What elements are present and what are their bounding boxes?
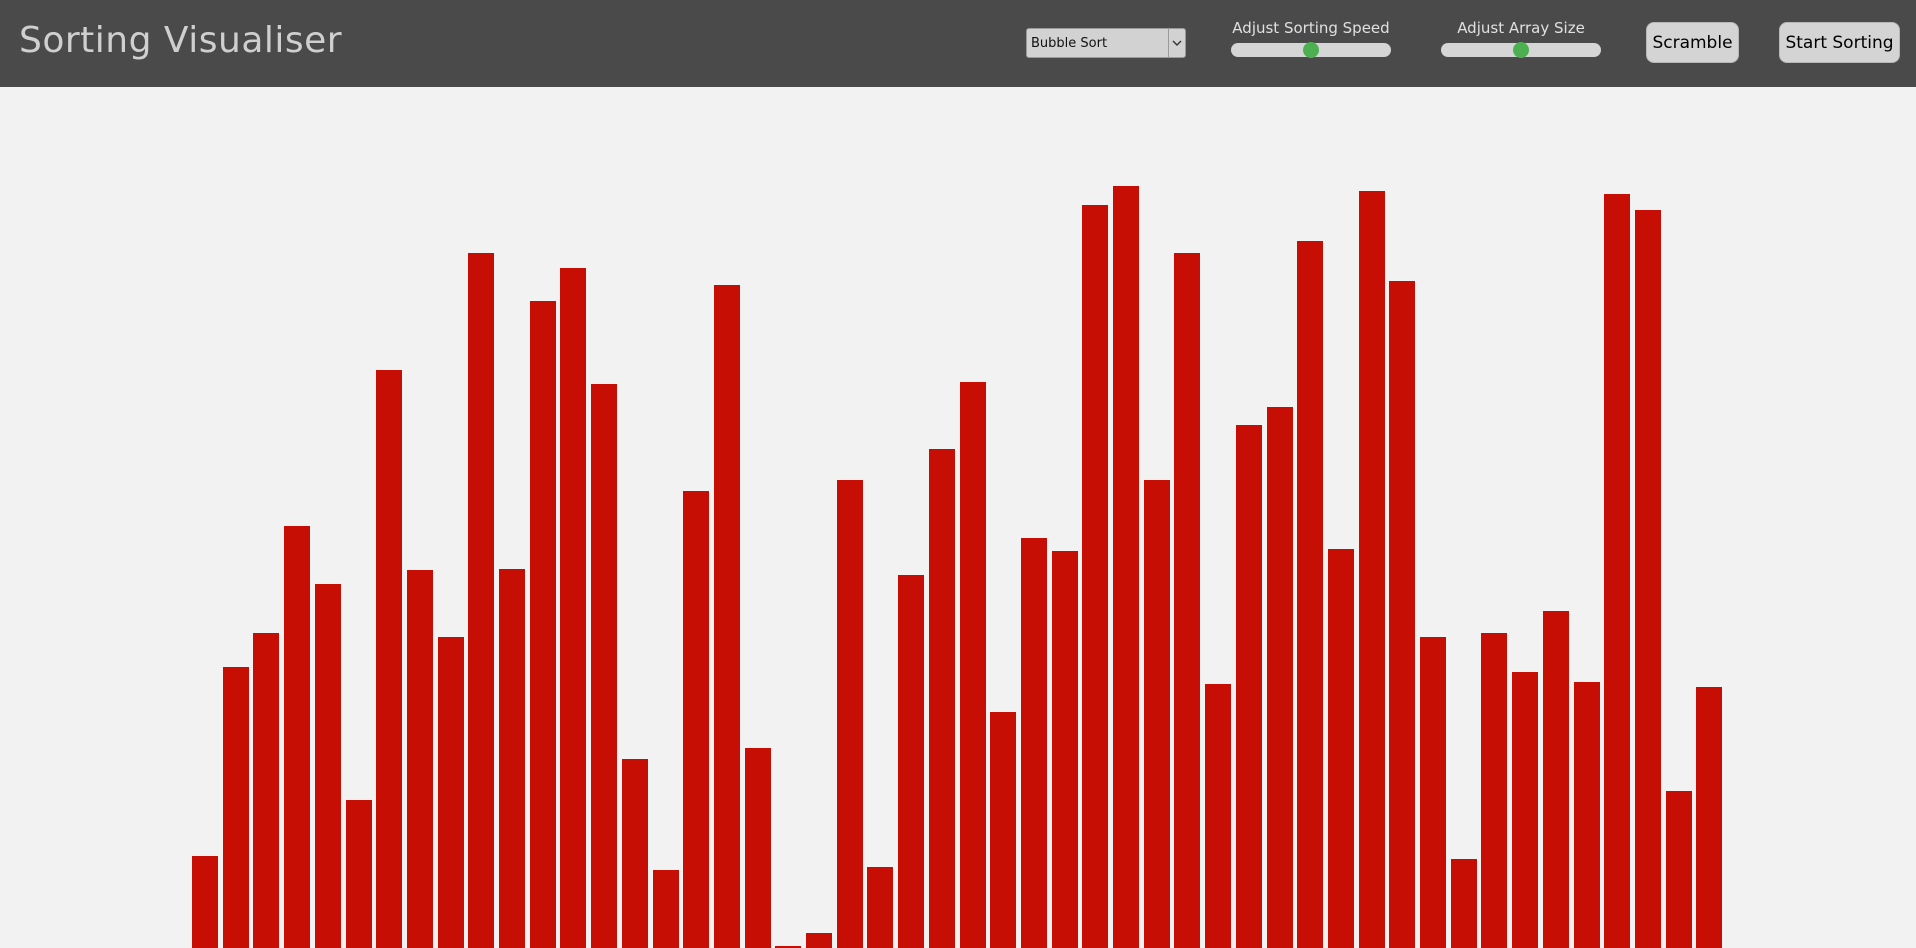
array-bar: [1113, 186, 1139, 948]
array-bar: [1235, 425, 1262, 948]
array-bar: [1051, 551, 1078, 948]
array-bar: [406, 570, 433, 948]
array-bar: [1389, 281, 1416, 948]
array-bar: [192, 856, 218, 948]
app-title: Sorting Visualiser: [19, 20, 343, 61]
array-bar: [1696, 687, 1723, 948]
array-bar: [652, 870, 679, 948]
array-bar: [1174, 253, 1201, 948]
array-bar: [683, 491, 710, 948]
array-bar: [928, 449, 955, 948]
array-bar: [1604, 194, 1631, 948]
array-bar: [1297, 241, 1324, 948]
array-bar: [1481, 633, 1508, 948]
speed-slider-group: Adjust Sorting Speed: [1231, 19, 1391, 58]
array-bar: [529, 301, 556, 948]
array-bar: [591, 384, 618, 948]
array-bar: [499, 569, 525, 948]
array-bar: [867, 867, 894, 948]
size-slider-group: Adjust Array Size: [1441, 19, 1601, 58]
array-bar: [345, 800, 372, 948]
array-bar: [253, 633, 280, 948]
array-bar: [775, 946, 802, 948]
array-bar: [806, 933, 832, 948]
size-slider-label: Adjust Array Size: [1457, 19, 1585, 37]
algorithm-select-value: Bubble Sort: [1031, 36, 1108, 51]
array-bar: [836, 480, 863, 948]
array-bar: [437, 637, 464, 948]
array-bar: [376, 370, 403, 948]
array-bar: [1573, 682, 1600, 948]
array-bar: [990, 712, 1017, 948]
array-bar: [1665, 791, 1692, 948]
array-bar: [314, 584, 341, 948]
array-bar: [1420, 637, 1446, 948]
array-bar: [713, 285, 740, 948]
array-bar: [1450, 859, 1477, 948]
array-bar: [1020, 538, 1047, 948]
array-bar: [1082, 205, 1109, 948]
speed-slider-thumb[interactable]: [1303, 42, 1319, 58]
start-sorting-button[interactable]: Start Sorting: [1779, 22, 1900, 63]
array-bar: [1205, 684, 1232, 948]
array-bar: [744, 748, 771, 948]
array-bar: [1542, 611, 1569, 948]
top-navbar: Sorting Visualiser Bubble Sort Adjust So…: [0, 0, 1916, 87]
array-bar: [1327, 549, 1354, 948]
array-bar: [284, 526, 311, 948]
bar-chart-area: [0, 87, 1916, 948]
chevron-down-icon[interactable]: [1168, 29, 1185, 57]
array-bar: [468, 253, 495, 948]
array-bar: [898, 575, 925, 948]
size-slider[interactable]: [1441, 42, 1601, 58]
array-bar: [1266, 407, 1293, 948]
speed-slider-label: Adjust Sorting Speed: [1232, 19, 1390, 37]
array-bar: [560, 268, 587, 948]
size-slider-thumb[interactable]: [1513, 42, 1529, 58]
array-bar: [621, 759, 648, 948]
array-bar: [1358, 191, 1385, 948]
speed-slider[interactable]: [1231, 42, 1391, 58]
array-bar: [1512, 672, 1539, 948]
algorithm-select[interactable]: Bubble Sort: [1026, 28, 1186, 58]
array-bar: [959, 382, 986, 948]
scramble-button[interactable]: Scramble: [1646, 22, 1739, 63]
array-bar: [222, 667, 249, 948]
array-bar: [1143, 480, 1170, 948]
array-bar: [1634, 210, 1661, 948]
